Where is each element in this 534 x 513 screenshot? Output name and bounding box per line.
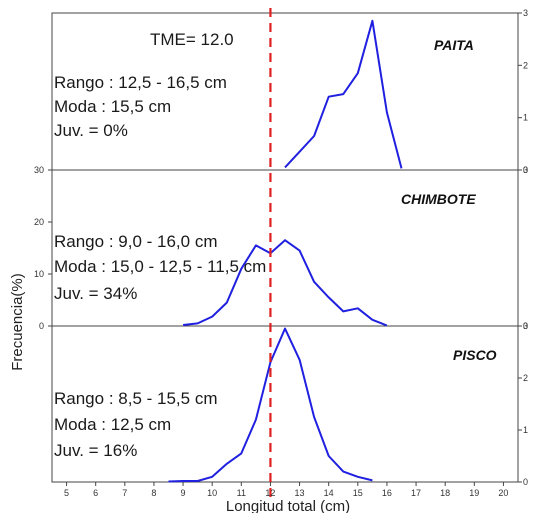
x-tick-label: 6	[93, 488, 98, 498]
x-tick-label: 13	[295, 488, 305, 498]
x-axis-label: Longitud total (cm)	[226, 498, 350, 513]
right-tick-label-paita: 2	[523, 60, 528, 70]
x-tick-label: 5	[64, 488, 69, 498]
x-tick-label: 15	[353, 488, 363, 498]
x-tick-label: 20	[498, 488, 508, 498]
left-tick-label: 0	[39, 321, 44, 331]
x-tick-label: 11	[237, 488, 246, 498]
axes-frame	[51, 12, 519, 483]
site-label-pisco: PISCO	[453, 347, 497, 363]
right-tick-label-pisco: 2	[523, 373, 528, 383]
x-tick-label: 18	[440, 488, 450, 498]
x-tick-label: 7	[122, 488, 127, 498]
x-tick-label: 16	[382, 488, 392, 498]
right-tick-label-chimbote: 0	[523, 321, 528, 331]
y-axis-label: Frecuencia(%)	[9, 273, 26, 371]
left-tick-label: 10	[34, 269, 44, 279]
right-tick-label-paita: 0	[523, 165, 528, 175]
series-line-pisco	[168, 327, 373, 483]
series-lines	[168, 19, 403, 483]
pisco-rango: Rango : 8,5 - 15,5 cm	[54, 389, 217, 408]
chimbote-rango: Rango : 9,0 - 16,0 cm	[54, 232, 217, 251]
right-tick-label-pisco: 1	[523, 425, 528, 435]
paita-juv: Juv. = 0%	[54, 121, 128, 140]
x-tick-label: 12	[265, 488, 275, 498]
panel-frame-pisco	[51, 325, 519, 483]
chimbote-moda: Moda : 15,0 - 12,5 - 11,5 cm	[54, 257, 266, 276]
left-tick-label: 20	[34, 217, 44, 227]
right-tick-label-chimbote: 3	[523, 165, 528, 175]
series-line-paita	[284, 19, 403, 169]
right-tick-label-pisco: 0	[523, 477, 528, 487]
pisco-juv: Juv. = 16%	[54, 441, 137, 460]
x-tick-label: 8	[151, 488, 156, 498]
paita-rango: Rango : 12,5 - 16,5 cm	[54, 73, 227, 92]
right-tick-label-pisco: 3	[523, 321, 528, 331]
x-tick-label: 10	[207, 488, 217, 498]
site-label-chimbote: CHIMBOTE	[401, 191, 476, 207]
left-tick-label: 30	[34, 165, 44, 175]
series-line-chimbote	[182, 239, 388, 327]
tme-label: TME= 12.0	[150, 30, 234, 49]
x-tick-label: 17	[411, 488, 421, 498]
right-tick-label-paita: 3	[523, 8, 528, 18]
site-label-paita: PAITA	[434, 37, 474, 53]
chimbote-juv: Juv. = 34%	[54, 284, 137, 303]
right-tick-label-paita: 1	[523, 113, 528, 123]
x-tick-label: 14	[324, 488, 334, 498]
x-tick-label: 9	[181, 488, 186, 498]
x-tick-label: 19	[469, 488, 479, 498]
paita-moda: Moda : 15,5 cm	[54, 97, 171, 116]
pisco-moda: Moda : 12,5 cm	[54, 415, 171, 434]
